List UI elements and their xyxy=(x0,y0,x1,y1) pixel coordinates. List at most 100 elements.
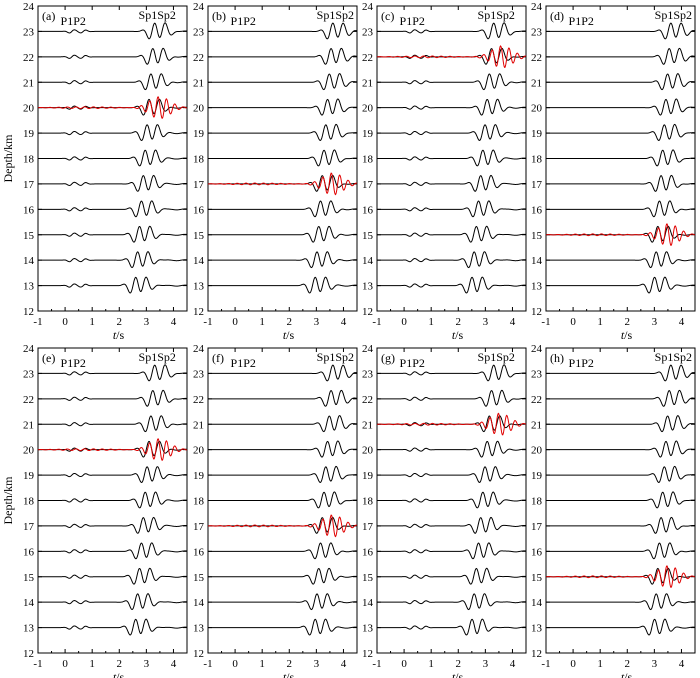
trace-13km xyxy=(38,276,187,294)
x-tick-label: 4 xyxy=(679,658,685,670)
trace-15km xyxy=(38,225,187,243)
y-tick-label: 14 xyxy=(531,255,543,267)
trace-22km xyxy=(38,389,187,407)
y-tick-label: 23 xyxy=(193,368,205,380)
y-tick-label: 24 xyxy=(193,1,205,13)
traces xyxy=(546,364,695,636)
x-tick-label: 4 xyxy=(171,658,177,670)
y-tick-label: 12 xyxy=(193,648,204,660)
y-tick-label: 19 xyxy=(23,470,35,482)
y-tick-label: 16 xyxy=(23,204,35,216)
y-tick-label: 15 xyxy=(362,230,374,242)
trace-21km xyxy=(38,73,187,91)
trace-13km xyxy=(377,276,526,294)
trace-21km xyxy=(208,73,357,91)
y-tick-label: 14 xyxy=(362,255,374,267)
traces xyxy=(377,364,526,636)
trace-23km xyxy=(546,364,695,382)
x-tick-label: 4 xyxy=(341,316,347,328)
p-phase-label: P1P2 xyxy=(61,14,86,28)
trace-19km xyxy=(546,123,695,141)
trace-16km xyxy=(208,542,357,560)
x-axis-title: t/s xyxy=(621,670,633,678)
trace-19km xyxy=(546,465,695,483)
x-tick-label: 2 xyxy=(117,316,123,328)
trace-18km xyxy=(546,149,695,167)
trace-14km xyxy=(546,251,695,269)
y-tick-label: 19 xyxy=(193,128,205,140)
trace-17km xyxy=(546,174,695,192)
y-tick-label: 12 xyxy=(23,648,34,660)
trace-16km xyxy=(208,200,357,218)
y-tick-label: 23 xyxy=(193,26,205,38)
y-tick-label: 20 xyxy=(531,445,543,457)
y-tick-label: 22 xyxy=(362,394,373,406)
trace-15km xyxy=(377,567,526,585)
trace-20km xyxy=(377,98,526,116)
panel-label: (e) xyxy=(42,351,55,365)
y-tick-label: 13 xyxy=(362,281,374,293)
y-tick-label: 21 xyxy=(23,77,34,89)
y-tick-label: 18 xyxy=(23,154,35,166)
x-tick-label: 3 xyxy=(483,658,489,670)
trace-18km xyxy=(208,149,357,167)
y-tick-label: 20 xyxy=(531,103,543,115)
trace-23km xyxy=(546,22,695,40)
trace-15km xyxy=(38,567,187,585)
y-tick-label: 15 xyxy=(531,230,543,242)
y-tick-label: 17 xyxy=(362,521,374,533)
x-tick-label: 2 xyxy=(117,658,123,670)
x-tick-label: 4 xyxy=(510,658,516,670)
sp-phase-label: Sp1Sp2 xyxy=(317,350,354,364)
x-axis-title: t/s xyxy=(621,328,633,342)
y-tick-label: 15 xyxy=(193,572,205,584)
y-tick-label: 15 xyxy=(23,230,35,242)
y-tick-label: 16 xyxy=(531,204,543,216)
sp-phase-label: Sp1Sp2 xyxy=(655,8,692,22)
trace-13km xyxy=(546,276,695,294)
x-tick-label: 4 xyxy=(171,316,177,328)
x-tick-label: 1 xyxy=(597,658,603,670)
panel-label: (h) xyxy=(550,351,564,365)
trace-18km xyxy=(38,149,187,167)
y-tick-label: 20 xyxy=(23,103,35,115)
trace-19km xyxy=(377,124,526,141)
trace-14km xyxy=(38,251,187,269)
y-tick-label: 12 xyxy=(362,306,373,318)
x-tick-label: 3 xyxy=(144,658,150,670)
trace-19km xyxy=(208,123,357,142)
y-axis-title: Depth/km xyxy=(1,134,15,183)
highlight-trace-17km xyxy=(208,172,357,196)
trace-23km xyxy=(377,22,526,40)
panel-label: (d) xyxy=(550,9,564,23)
trace-23km xyxy=(208,364,357,382)
panel-label: (a) xyxy=(42,9,55,23)
y-tick-label: 17 xyxy=(23,521,35,533)
trace-23km xyxy=(38,364,187,382)
y-tick-label: 12 xyxy=(531,648,542,660)
y-tick-label: 23 xyxy=(23,368,35,380)
panel-a: -1 0 1 2 3 412131415161718192021222324t/sDept… xyxy=(1,1,188,342)
p-phase-label: P1P2 xyxy=(400,14,425,28)
y-tick-label: 15 xyxy=(531,572,543,584)
highlight-trace-22km xyxy=(377,45,526,68)
y-tick-label: 19 xyxy=(362,128,374,140)
x-axis-title: t/s xyxy=(283,670,295,678)
highlight-trace-17km xyxy=(208,514,357,538)
trace-23km xyxy=(38,22,187,40)
trace-14km xyxy=(377,593,526,611)
highlight-trace-15km xyxy=(546,565,695,589)
y-tick-label: 22 xyxy=(193,52,204,64)
y-tick-label: 14 xyxy=(362,597,374,609)
traces xyxy=(208,22,357,294)
y-tick-label: 21 xyxy=(531,77,542,89)
trace-18km xyxy=(377,149,526,167)
trace-13km xyxy=(546,618,695,636)
trace-22km xyxy=(208,389,357,407)
panel-label: (c) xyxy=(381,9,394,23)
y-tick-label: 20 xyxy=(193,103,205,115)
y-tick-label: 22 xyxy=(23,394,34,406)
trace-16km xyxy=(38,200,187,218)
